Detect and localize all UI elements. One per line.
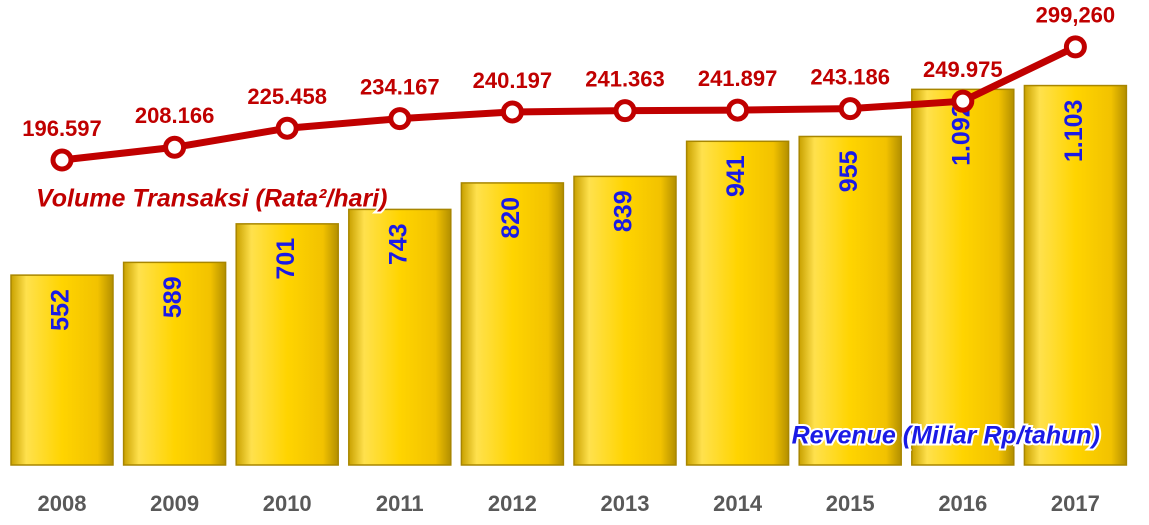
bar-value-label: 839 (610, 190, 638, 232)
x-tick-label: 2016 (938, 491, 987, 516)
line-marker (500, 100, 524, 124)
line-value-label: 249.975 (923, 57, 1003, 82)
line-series-label: Volume Transaksi (Rata²/hari) (36, 185, 388, 213)
line (61, 43, 1077, 164)
line-marker (726, 98, 750, 122)
x-tick-label: 2017 (1051, 491, 1100, 516)
bar (10, 274, 114, 466)
line-marker (275, 116, 299, 140)
x-tick-label: 2008 (38, 491, 87, 516)
bar-value-label: 820 (497, 197, 525, 239)
x-tick-label: 2015 (826, 491, 875, 516)
bar-value-label: 941 (722, 155, 750, 197)
line-value-label: 234.167 (360, 74, 440, 99)
bar (573, 175, 677, 466)
bar-value-label: 552 (47, 289, 75, 331)
bar (1023, 84, 1128, 466)
line-marker (1063, 35, 1087, 59)
x-tick-label: 2012 (488, 491, 537, 516)
x-tick-label: 2014 (713, 491, 763, 516)
line-value-label: 241.363 (585, 66, 665, 91)
x-tick-label: 2011 (376, 491, 424, 516)
bar (122, 261, 227, 466)
line-marker (50, 148, 74, 172)
line-value-label: 240.197 (473, 68, 553, 93)
bar-value-label: 743 (384, 223, 412, 265)
bar (235, 223, 339, 466)
bar (460, 182, 565, 466)
line-marker (838, 97, 862, 121)
line-marker (388, 107, 412, 131)
line-value-label: 196.597 (22, 116, 102, 141)
bar-value-label: 955 (835, 150, 863, 192)
bar-value-label: 701 (272, 238, 300, 280)
bar (685, 140, 790, 466)
line-marker (163, 135, 187, 159)
x-tick-label: 2010 (263, 491, 312, 516)
x-tick-label: 2013 (601, 491, 650, 516)
line-value-label: 225.458 (247, 84, 327, 109)
line-value-label: 208.166 (135, 103, 215, 128)
bar-value-label: 589 (159, 276, 187, 318)
bar-series-label: Revenue (Miliar Rp/tahun) (792, 422, 1100, 450)
x-tick-label: 2009 (150, 491, 199, 516)
bar-value-label: 1.092 (947, 103, 975, 166)
bar (911, 88, 1015, 466)
bar (798, 135, 902, 466)
line-marker (951, 89, 975, 113)
bar (348, 208, 452, 466)
line-value-label: 241.897 (698, 66, 778, 91)
line-marker (613, 99, 637, 123)
bar-value-label: 1.103 (1060, 100, 1088, 163)
line-value-label: 299,260 (1036, 3, 1116, 28)
line-value-label: 243.186 (810, 64, 890, 89)
